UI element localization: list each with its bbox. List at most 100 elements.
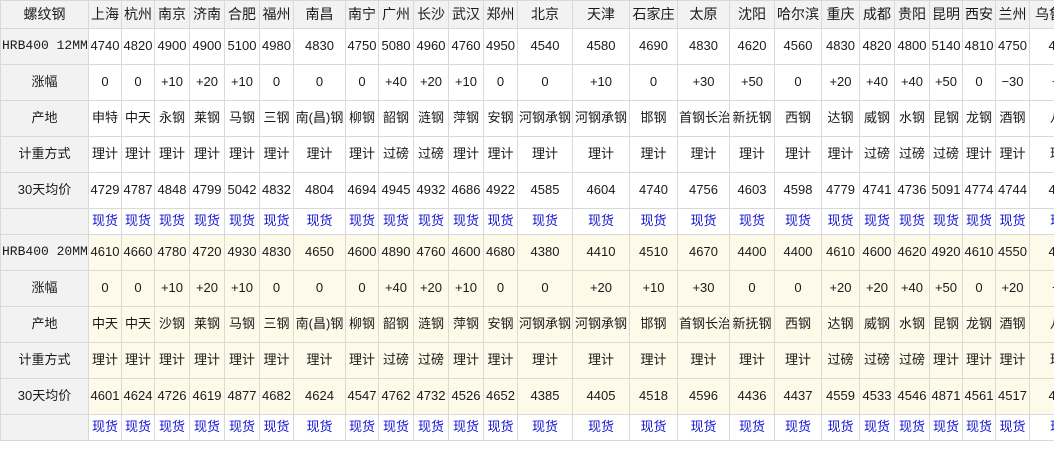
steel-price-table: 螺纹钢 上海 杭州 南京 济南 合肥 福州 南昌 南宁 广州 长沙 武汉 郑州 北京 天津 石家庄 太原 沈阳 哈尔… xyxy=(0,0,1054,441)
cell-price-贵阳: 4800 xyxy=(894,28,930,65)
cell-spot-武汉: 现货 xyxy=(448,414,484,441)
cell-change-太原: +30 xyxy=(677,64,730,101)
cell-price-沈阳: 4400 xyxy=(729,234,775,271)
column-header-11: 郑州 xyxy=(483,0,518,29)
cell-weigh-兰州: 理计 xyxy=(995,136,1030,173)
cell-origin-昆明: 昆钢 xyxy=(929,306,963,343)
cell-change-成都: +20 xyxy=(859,270,895,307)
cell-weigh-重庆: 理计 xyxy=(821,136,860,173)
cell-weigh-南昌: 理计 xyxy=(293,136,346,173)
cell-price-昆明: 5140 xyxy=(929,28,963,65)
cell-spot-南京: 现货 xyxy=(154,208,190,235)
cell-change-上海: 0 xyxy=(88,64,122,101)
cell-origin-重庆: 达钢 xyxy=(821,100,860,137)
cell-weigh-杭州: 理计 xyxy=(121,342,155,379)
cell-origin-石家庄: 邯钢 xyxy=(629,306,678,343)
cell-avg30-南宁: 4547 xyxy=(345,378,379,415)
cell-weigh-乌鲁木齐: 理计 xyxy=(1029,136,1054,173)
cell-change-重庆: +20 xyxy=(821,64,860,101)
cell-change-长沙: +20 xyxy=(413,270,449,307)
block0-price-row: HRB400 12MM 4740 4820 4900 4900 5100 4980 4830 4… xyxy=(0,28,1054,65)
row-label-avg30: 30天均价 xyxy=(0,172,89,209)
cell-origin-成都: 威钢 xyxy=(859,100,895,137)
cell-spot-武汉: 现货 xyxy=(448,208,484,235)
cell-origin-长沙: 涟钢 xyxy=(413,306,449,343)
cell-origin-郑州: 安钢 xyxy=(483,100,518,137)
cell-avg30-石家庄: 4518 xyxy=(629,378,678,415)
cell-avg30-长沙: 4732 xyxy=(413,378,449,415)
cell-change-南宁: 0 xyxy=(345,64,379,101)
cell-weigh-重庆: 过磅 xyxy=(821,342,860,379)
cell-avg30-福州: 4682 xyxy=(259,378,294,415)
row-label-avg30: 30天均价 xyxy=(0,378,89,415)
cell-origin-福州: 三钢 xyxy=(259,306,294,343)
cell-spot-合肥: 现货 xyxy=(224,208,260,235)
column-header-19: 成都 xyxy=(859,0,895,29)
cell-price-上海: 4740 xyxy=(88,28,122,65)
cell-price-乌鲁木齐: 4330 xyxy=(1029,234,1054,271)
cell-avg30-贵阳: 4736 xyxy=(894,172,930,209)
cell-avg30-昆明: 4871 xyxy=(929,378,963,415)
cell-avg30-乌鲁木齐: 4346 xyxy=(1029,378,1054,415)
block0-weigh-row: 计重方式 理计 理计 理计 理计 理计 理计 理计 理计 过磅 过磅 理计 理计 理计 理计 理计 理计 理计 理计… xyxy=(0,136,1054,173)
cell-origin-济南: 莱钢 xyxy=(189,306,225,343)
cell-origin-北京: 河钢承钢 xyxy=(517,100,573,137)
row-label-spot xyxy=(0,208,89,235)
cell-spot-沈阳: 现货 xyxy=(729,414,775,441)
cell-weigh-武汉: 理计 xyxy=(448,342,484,379)
cell-spot-哈尔滨: 现货 xyxy=(774,414,822,441)
cell-weigh-济南: 理计 xyxy=(189,136,225,173)
cell-origin-昆明: 昆钢 xyxy=(929,100,963,137)
cell-spot-福州: 现货 xyxy=(259,208,294,235)
cell-avg30-太原: 4596 xyxy=(677,378,730,415)
row-label-price: HRB400 20MM xyxy=(0,234,89,271)
cell-spot-上海: 现货 xyxy=(88,208,122,235)
cell-change-沈阳: +50 xyxy=(729,64,775,101)
cell-price-上海: 4610 xyxy=(88,234,122,271)
cell-avg30-北京: 4585 xyxy=(517,172,573,209)
cell-price-乌鲁木齐: 4700 xyxy=(1029,28,1054,65)
cell-change-兰州: +20 xyxy=(995,270,1030,307)
column-header-13: 天津 xyxy=(572,0,630,29)
cell-weigh-合肥: 理计 xyxy=(224,136,260,173)
cell-weigh-上海: 理计 xyxy=(88,342,122,379)
cell-price-福州: 4980 xyxy=(259,28,294,65)
cell-price-长沙: 4960 xyxy=(413,28,449,65)
cell-weigh-福州: 理计 xyxy=(259,342,294,379)
cell-avg30-郑州: 4652 xyxy=(483,378,518,415)
cell-change-西安: 0 xyxy=(962,64,996,101)
cell-weigh-福州: 理计 xyxy=(259,136,294,173)
cell-change-昆明: +50 xyxy=(929,64,963,101)
cell-change-乌鲁木齐: −30 xyxy=(1029,64,1054,101)
cell-weigh-贵阳: 过磅 xyxy=(894,136,930,173)
cell-weigh-长沙: 过磅 xyxy=(413,342,449,379)
cell-change-郑州: 0 xyxy=(483,64,518,101)
column-header-15: 太原 xyxy=(677,0,730,29)
cell-avg30-南京: 4726 xyxy=(154,378,190,415)
cell-weigh-南宁: 理计 xyxy=(345,136,379,173)
cell-spot-天津: 现货 xyxy=(572,414,630,441)
cell-price-武汉: 4600 xyxy=(448,234,484,271)
cell-avg30-杭州: 4624 xyxy=(121,378,155,415)
cell-price-济南: 4900 xyxy=(189,28,225,65)
row-label-origin: 产地 xyxy=(0,100,89,137)
cell-price-太原: 4830 xyxy=(677,28,730,65)
cell-spot-昆明: 现货 xyxy=(929,414,963,441)
cell-avg30-广州: 4762 xyxy=(378,378,414,415)
table-header-row: 螺纹钢 上海 杭州 南京 济南 合肥 福州 南昌 南宁 广州 长沙 武汉 郑州 北京 天津 石家庄 太原 沈阳 哈尔… xyxy=(0,0,1054,29)
cell-price-长沙: 4760 xyxy=(413,234,449,271)
cell-spot-太原: 现货 xyxy=(677,208,730,235)
row-label-spot xyxy=(0,414,89,441)
cell-price-合肥: 5100 xyxy=(224,28,260,65)
cell-price-兰州: 4550 xyxy=(995,234,1030,271)
cell-weigh-济南: 理计 xyxy=(189,342,225,379)
cell-avg30-成都: 4741 xyxy=(859,172,895,209)
cell-origin-南宁: 柳钢 xyxy=(345,306,379,343)
cell-origin-杭州: 中天 xyxy=(121,306,155,343)
cell-weigh-杭州: 理计 xyxy=(121,136,155,173)
cell-price-南宁: 4750 xyxy=(345,28,379,65)
cell-avg30-沈阳: 4603 xyxy=(729,172,775,209)
cell-change-天津: +10 xyxy=(572,64,630,101)
cell-avg30-济南: 4799 xyxy=(189,172,225,209)
cell-spot-杭州: 现货 xyxy=(121,414,155,441)
